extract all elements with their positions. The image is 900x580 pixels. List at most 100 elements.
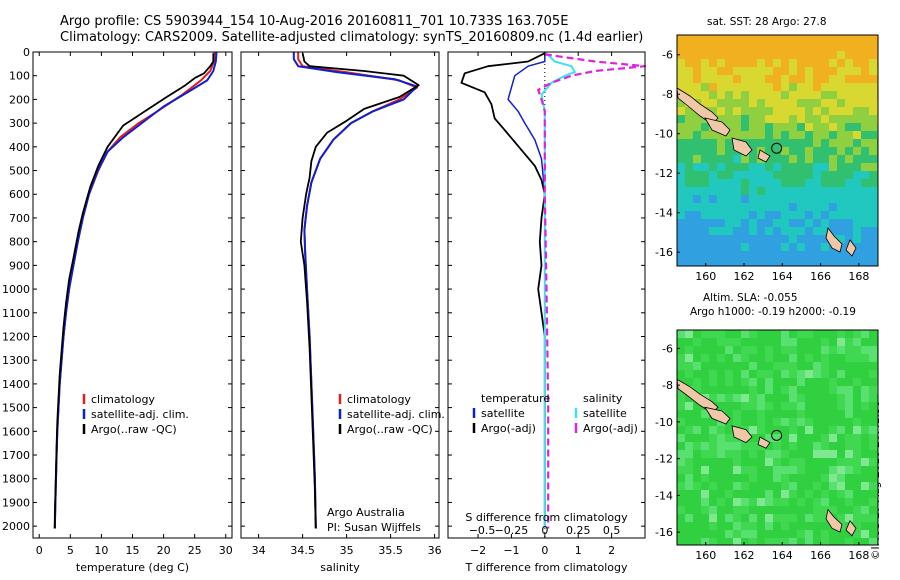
map-cell xyxy=(677,458,685,466)
map-cell xyxy=(861,530,869,538)
map-cell xyxy=(693,59,701,67)
map-cell xyxy=(765,171,773,179)
map-cell xyxy=(797,219,805,227)
map-cell xyxy=(677,370,685,378)
map-cell xyxy=(725,195,733,203)
map-cell xyxy=(685,418,693,426)
map-cell xyxy=(821,394,829,402)
map-cell xyxy=(821,402,829,410)
map-cell xyxy=(797,171,805,179)
map-cell xyxy=(677,83,685,91)
map-cell xyxy=(741,474,749,482)
map-cell xyxy=(773,235,781,243)
map-cell xyxy=(773,171,781,179)
map-cell xyxy=(797,458,805,466)
map-cell xyxy=(725,418,733,426)
map-cell xyxy=(837,51,845,59)
map-cell xyxy=(725,59,733,67)
map-cell xyxy=(733,259,741,266)
map-cell xyxy=(869,386,877,394)
map-cell xyxy=(837,370,845,378)
x-tick-label: 2 xyxy=(608,544,615,557)
map-cell xyxy=(845,538,853,545)
map-cell xyxy=(813,179,821,187)
map-cell xyxy=(805,235,813,243)
map-cell xyxy=(685,179,693,187)
map-cell xyxy=(821,83,829,91)
map-cell xyxy=(749,219,757,227)
map-cell xyxy=(797,394,805,402)
map-cell xyxy=(749,378,757,386)
map-cell xyxy=(869,522,877,530)
map-cell xyxy=(789,227,797,235)
map-cell xyxy=(741,538,749,545)
map-cell xyxy=(741,490,749,498)
map-cell xyxy=(701,131,709,139)
map-cell xyxy=(789,107,797,115)
plot-frame xyxy=(240,51,440,539)
map-cell xyxy=(725,131,733,139)
float-position-marker xyxy=(771,429,783,441)
y-tick-label: 1100 xyxy=(2,307,30,320)
map-cell xyxy=(797,187,805,195)
y-tick-label: 1800 xyxy=(2,473,30,486)
map-cell xyxy=(725,426,733,434)
map-cell xyxy=(845,131,853,139)
map-cell xyxy=(781,131,789,139)
map-cell xyxy=(693,434,701,442)
map-cell xyxy=(789,434,797,442)
map-cell xyxy=(781,147,789,155)
map-cell xyxy=(821,219,829,227)
series-argo-raw-qc- xyxy=(53,53,215,529)
x2-axis-label: S difference from climatology xyxy=(465,511,628,524)
map-cell xyxy=(741,219,749,227)
map-cell xyxy=(845,187,853,195)
map-cell xyxy=(869,243,877,251)
map-cell xyxy=(869,354,877,362)
map-cell xyxy=(677,131,685,139)
map-cell xyxy=(765,67,773,75)
map-cell xyxy=(813,35,821,43)
map-cell xyxy=(685,490,693,498)
map-cell xyxy=(733,155,741,163)
map-cell xyxy=(717,434,725,442)
map-cell xyxy=(741,402,749,410)
map-cell xyxy=(757,378,765,386)
map-cell xyxy=(821,490,829,498)
map-cell xyxy=(781,155,789,163)
map-cell xyxy=(813,115,821,123)
map-cell xyxy=(717,394,725,402)
map-cell xyxy=(733,227,741,235)
map-cell xyxy=(733,107,741,115)
map-cell xyxy=(845,466,853,474)
map-cell xyxy=(701,187,709,195)
map-cell xyxy=(701,330,709,338)
map-cell xyxy=(765,251,773,259)
map-cell xyxy=(861,450,869,458)
map-cell xyxy=(701,59,709,67)
map-cell xyxy=(853,139,861,147)
map-cell xyxy=(677,235,685,243)
map-cell xyxy=(693,171,701,179)
map-cell xyxy=(773,370,781,378)
map-cell xyxy=(861,418,869,426)
map-cell xyxy=(829,498,837,506)
map-cell xyxy=(845,506,853,514)
map-cell xyxy=(797,538,805,545)
map-cell xyxy=(805,418,813,426)
map-cell xyxy=(685,235,693,243)
map-cell xyxy=(789,418,797,426)
map-cell xyxy=(837,466,845,474)
map-cell xyxy=(813,107,821,115)
map-cell xyxy=(725,514,733,522)
map-cell xyxy=(725,43,733,51)
map-cell xyxy=(821,211,829,219)
map-cell xyxy=(749,163,757,171)
map-cell xyxy=(709,490,717,498)
map-cell xyxy=(749,362,757,370)
map-cell xyxy=(829,211,837,219)
map-cell xyxy=(693,203,701,211)
map-cell xyxy=(789,115,797,123)
map-cell xyxy=(869,43,877,51)
map-cell xyxy=(677,442,685,450)
